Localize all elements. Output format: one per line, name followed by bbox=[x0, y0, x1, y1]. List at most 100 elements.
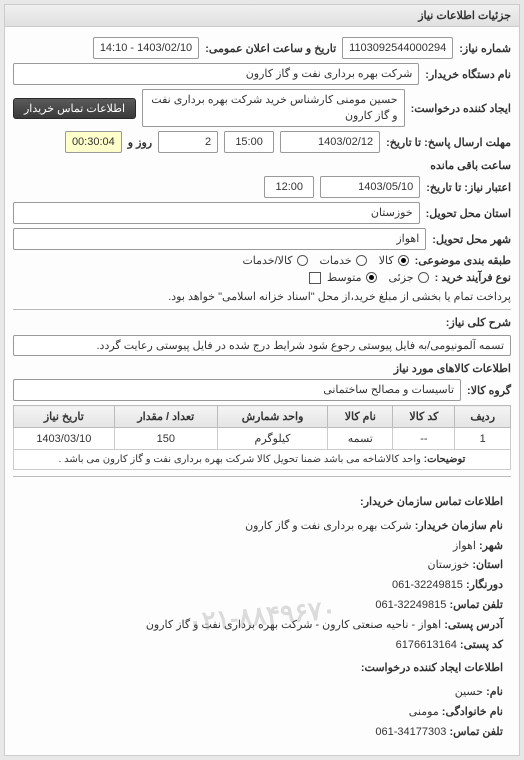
contact-tel-line: دورنگار: 32249815-061 bbox=[21, 576, 503, 596]
creator-label: ایجاد کننده درخواست: bbox=[411, 102, 511, 115]
radio-icon bbox=[366, 272, 377, 283]
contact-addr-line: آدرس پستی: اهواز - ناحیه صنعتی کارون - ش… bbox=[21, 616, 503, 636]
creator-tel-label: تلفن تماس: bbox=[449, 726, 503, 738]
details-panel: جزئیات اطلاعات نیاز شماره نیاز: 11030925… bbox=[4, 4, 520, 756]
creator-tel-line: تلفن تماس: 34177303-061 bbox=[21, 723, 503, 743]
pkg-radio-kalakhadamat[interactable]: کالا/خدمات bbox=[242, 254, 307, 267]
cell-code: -- bbox=[393, 428, 455, 450]
contact-buyer-button[interactable]: اطلاعات تماس خریدار bbox=[13, 98, 136, 119]
creator-lname-line: نام خانوادگی: مومنی bbox=[21, 703, 503, 723]
days-remaining-label: روز و bbox=[128, 136, 152, 149]
contact-tel: 32249815-061 bbox=[392, 579, 463, 591]
city-field: اهواز bbox=[13, 228, 426, 250]
row-creator: ایجاد کننده درخواست: حسین مومنی کارشناس … bbox=[13, 89, 511, 127]
note-label: توضیحات: bbox=[424, 454, 466, 465]
col-unit: واحد شمارش bbox=[217, 406, 327, 428]
pkg-kala-label: کالا bbox=[379, 254, 394, 267]
col-code: کد کالا bbox=[393, 406, 455, 428]
row-desc-title: شرح کلی نیاز: تسمه آلمونیومی/به فایل پیو… bbox=[13, 316, 511, 356]
creator-name-line: نام: حسین bbox=[21, 683, 503, 703]
col-qty: تعداد / مقدار bbox=[114, 406, 217, 428]
col-name: نام کالا bbox=[328, 406, 393, 428]
time-remaining-label: ساعت باقی مانده bbox=[430, 159, 511, 172]
contact-city-line: شهر: اهواز bbox=[21, 537, 503, 557]
deadline-send-time: 15:00 bbox=[224, 131, 274, 153]
contact-block: ۰۲۱-۸۸۴۹۶۷۰ اطلاعات تماس سازمان خریدار: … bbox=[13, 483, 511, 749]
pkg-radio-kala[interactable]: کالا bbox=[379, 254, 409, 267]
creator-name-label: نام: bbox=[486, 686, 503, 698]
row-group: گروه کالا: تاسیسات و مصالح ساختمانی bbox=[13, 379, 511, 401]
city-label: شهر محل تحویل: bbox=[432, 233, 511, 246]
radio-icon bbox=[297, 255, 308, 266]
note-value: واحد کالاشاخه می باشد ضمنا تحویل کالا شر… bbox=[59, 454, 421, 465]
creator-tel: 34177303-061 bbox=[375, 726, 446, 738]
contact-addr: اهواز - ناحیه صنعتی کارون - شرکت بهره بر… bbox=[146, 619, 441, 631]
cell-qty: 150 bbox=[114, 428, 217, 450]
desc-title-label: شرح کلی نیاز: bbox=[446, 316, 511, 329]
contact-post: 6176613164 bbox=[396, 639, 457, 651]
cell-date: 1403/03/10 bbox=[14, 428, 115, 450]
table-note-cell: توضیحات: واحد کالاشاخه می باشد ضمنا تحوی… bbox=[14, 450, 511, 470]
contact-org-line: نام سازمان خریدار: شرکت بهره برداری نفت … bbox=[21, 517, 503, 537]
goods-section-title: اطلاعات کالاهای مورد نیاز bbox=[13, 362, 511, 375]
payment-checkbox[interactable] bbox=[309, 272, 321, 284]
contact-prov-line: استان: خوزستان bbox=[21, 556, 503, 576]
validity-date: 1403/05/10 bbox=[320, 176, 420, 198]
group-label: گروه کالا: bbox=[467, 384, 511, 397]
row-pkg: طبقه بندی موضوعی: کالا خدمات کالا/خدمات bbox=[13, 254, 511, 267]
payment-checkbox-label: پرداخت تمام یا بخشی از مبلغ خرید،از محل … bbox=[168, 290, 511, 303]
table-row: 1 -- تسمه کیلوگرم 150 1403/03/10 bbox=[14, 428, 511, 450]
cell-unit: کیلوگرم bbox=[217, 428, 327, 450]
row-buyer-org: نام دستگاه خریدار: شرکت بهره برداری نفت … bbox=[13, 63, 511, 85]
need-number-field: 1103092544000294 bbox=[342, 37, 453, 59]
col-idx: ردیف bbox=[455, 406, 511, 428]
panel-title: جزئیات اطلاعات نیاز bbox=[5, 5, 519, 27]
separator bbox=[13, 309, 511, 310]
buyer-org-field: شرکت بهره برداری نفت و گاز کارون bbox=[13, 63, 419, 85]
time-remaining: 00:30:04 bbox=[65, 131, 122, 153]
pkg-kalakhadamat-label: کالا/خدمات bbox=[242, 254, 292, 267]
contact-org: شرکت بهره برداری نفت و گاز کارون bbox=[245, 520, 412, 532]
contact-fax: 32249815-061 bbox=[375, 599, 446, 611]
need-number-label: شماره نیاز: bbox=[459, 42, 511, 55]
creator-header: اطلاعات ایجاد کننده درخواست: bbox=[21, 659, 503, 679]
deadline-send-date: 1403/02/12 bbox=[280, 131, 380, 153]
creator-field: حسین مومنی کارشناس خرید شرکت بهره برداری… bbox=[142, 89, 405, 127]
process-radio-medium[interactable]: متوسط bbox=[327, 271, 377, 284]
buyer-org-label: نام دستگاه خریدار: bbox=[425, 68, 511, 81]
process-radio-small[interactable]: جزئی bbox=[389, 271, 429, 284]
col-date: تاریخ نیاز bbox=[14, 406, 115, 428]
creator-lname-label: نام خانوادگی: bbox=[442, 706, 503, 718]
contact-tel-label: دورنگار: bbox=[466, 579, 503, 591]
process-small-label: جزئی bbox=[389, 271, 414, 284]
announce-field: 1403/02/10 - 14:10 bbox=[93, 37, 199, 59]
contact-city: اهواز bbox=[453, 540, 476, 552]
contact-addr-label: آدرس پستی: bbox=[444, 619, 503, 631]
pkg-radio-khadamat[interactable]: خدمات bbox=[320, 254, 367, 267]
contact-fax-label: تلفن تماس: bbox=[449, 599, 503, 611]
cell-name: تسمه bbox=[328, 428, 393, 450]
creator-lname: مومنی bbox=[409, 706, 439, 718]
province-field: خوزستان bbox=[13, 202, 420, 224]
radio-icon bbox=[398, 255, 409, 266]
desc-title-field: تسمه آلمونیومی/به فایل پیوستی رجوع شود ش… bbox=[13, 335, 511, 356]
radio-icon bbox=[356, 255, 367, 266]
days-remaining: 2 bbox=[158, 131, 218, 153]
deadline-send-label: مهلت ارسال پاسخ: تا تاریخ: bbox=[386, 136, 511, 149]
row-need-number: شماره نیاز: 1103092544000294 تاریخ و ساع… bbox=[13, 37, 511, 59]
table-header-row: ردیف کد کالا نام کالا واحد شمارش تعداد /… bbox=[14, 406, 511, 428]
contact-prov: خوزستان bbox=[427, 559, 469, 571]
table-note-row: توضیحات: واحد کالاشاخه می باشد ضمنا تحوی… bbox=[14, 450, 511, 470]
process-label: نوع فرآیند خرید : bbox=[435, 271, 511, 284]
pkg-khadamat-label: خدمات bbox=[320, 254, 352, 267]
contact-fax-line: تلفن تماس: 32249815-061 bbox=[21, 596, 503, 616]
row-province: استان محل تحویل: خوزستان bbox=[13, 202, 511, 224]
contact-post-label: کد پستی: bbox=[460, 639, 503, 651]
row-city: شهر محل تحویل: اهواز bbox=[13, 228, 511, 250]
validity-time: 12:00 bbox=[264, 176, 314, 198]
row-deadline-send: مهلت ارسال پاسخ: تا تاریخ: 1403/02/12 15… bbox=[13, 131, 511, 172]
group-field: تاسیسات و مصالح ساختمانی bbox=[13, 379, 461, 401]
contact-header: اطلاعات تماس سازمان خریدار: bbox=[21, 493, 503, 513]
panel-body: شماره نیاز: 1103092544000294 تاریخ و ساع… bbox=[5, 27, 519, 755]
pkg-label: طبقه بندی موضوعی: bbox=[415, 254, 511, 267]
